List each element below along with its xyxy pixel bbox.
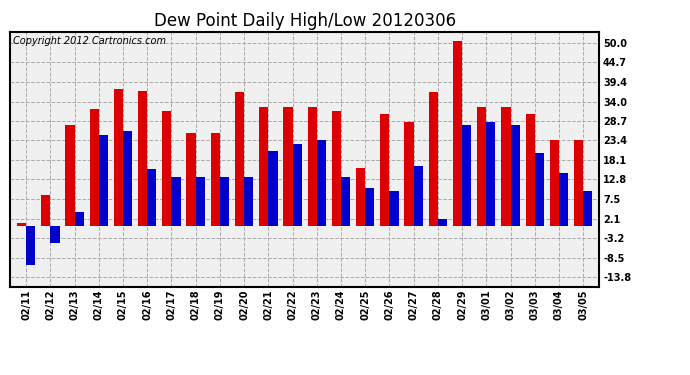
Text: Copyright 2012 Cartronics.com: Copyright 2012 Cartronics.com	[13, 36, 166, 46]
Bar	[293, 144, 302, 226]
Bar	[428, 92, 438, 226]
Title: Dew Point Daily High/Low 20120306: Dew Point Daily High/Low 20120306	[154, 12, 455, 30]
Bar	[550, 140, 559, 226]
Bar	[66, 125, 75, 226]
Bar	[583, 192, 593, 226]
Bar	[268, 151, 277, 226]
Bar	[114, 89, 123, 226]
Bar	[99, 135, 108, 226]
Bar	[220, 177, 229, 226]
Bar	[171, 177, 181, 226]
Bar	[380, 114, 389, 226]
Bar	[413, 166, 423, 226]
Bar	[438, 219, 447, 226]
Bar	[123, 131, 132, 226]
Bar	[147, 170, 157, 226]
Bar	[196, 177, 205, 226]
Bar	[502, 107, 511, 226]
Bar	[162, 111, 171, 226]
Bar	[356, 168, 365, 226]
Bar	[511, 125, 520, 226]
Bar	[559, 173, 568, 226]
Bar	[332, 111, 341, 226]
Bar	[526, 114, 535, 226]
Bar	[486, 122, 495, 226]
Bar	[210, 133, 220, 226]
Bar	[477, 107, 486, 226]
Bar	[244, 177, 253, 226]
Bar	[365, 188, 375, 226]
Bar	[535, 153, 544, 226]
Bar	[26, 226, 35, 265]
Bar	[404, 122, 413, 226]
Bar	[186, 133, 196, 226]
Bar	[17, 223, 26, 226]
Bar	[462, 125, 471, 226]
Bar	[389, 192, 399, 226]
Bar	[341, 177, 350, 226]
Bar	[90, 109, 99, 226]
Bar	[308, 107, 317, 226]
Bar	[453, 41, 462, 226]
Bar	[235, 92, 244, 226]
Bar	[138, 91, 147, 226]
Bar	[41, 195, 50, 226]
Bar	[574, 140, 583, 226]
Bar	[50, 226, 59, 243]
Bar	[284, 107, 293, 226]
Bar	[75, 211, 83, 226]
Bar	[259, 107, 268, 226]
Bar	[317, 140, 326, 226]
